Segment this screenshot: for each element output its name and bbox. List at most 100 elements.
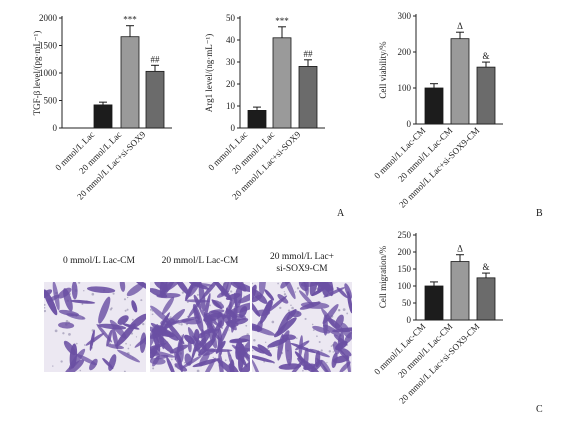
migrated-cell [237, 290, 250, 304]
migrated-cell [309, 282, 319, 296]
membrane-pore [126, 296, 129, 299]
micrograph-lac [150, 282, 250, 372]
membrane-pore [243, 295, 245, 297]
migrated-cell [206, 320, 218, 349]
migrated-cell [198, 338, 216, 356]
migrated-cell [70, 299, 96, 304]
membrane-pore [230, 290, 233, 293]
migrated-cell [63, 288, 73, 312]
migrated-cell [347, 291, 352, 314]
membrane-pore [150, 308, 152, 311]
membrane-pore [131, 318, 134, 321]
y-tick-label: 0 [407, 315, 412, 325]
migrated-cell [107, 344, 125, 350]
membrane-pore [52, 365, 54, 367]
membrane-pore [79, 369, 82, 372]
membrane-pore [60, 360, 63, 363]
migrated-cell [187, 298, 202, 319]
migrated-cell [303, 282, 309, 296]
membrane-pore [291, 306, 294, 310]
y-tick-label: 300 [398, 11, 412, 21]
membrane-pore [123, 370, 126, 372]
y-tick-label: 100 [398, 281, 412, 291]
significance-label: Δ [457, 244, 463, 254]
membrane-pore [338, 309, 341, 311]
migrated-cell [71, 282, 78, 300]
migrated-cell [150, 342, 167, 353]
migrated-cell [290, 342, 316, 354]
migrated-cell [303, 363, 316, 371]
migrated-cell [274, 317, 297, 338]
significance-label: *** [275, 16, 289, 26]
migrated-cell [44, 289, 58, 316]
migrated-cell [265, 295, 288, 314]
micrograph-lac-si-sox9 [252, 282, 352, 372]
membrane-pore [44, 309, 47, 313]
membrane-pore [311, 323, 314, 326]
migrated-cell [131, 300, 138, 313]
migrated-cell [208, 310, 222, 318]
migrated-cell [252, 345, 266, 354]
migrated-cell [321, 282, 329, 297]
bar [424, 87, 444, 125]
migrated-cell [150, 346, 158, 360]
membrane-pore [127, 347, 130, 350]
micrograph-lac-si-sox9-svg [252, 282, 352, 372]
y-axis-label: Cell viability/% [378, 41, 388, 99]
bar [247, 110, 267, 129]
y-tick-label: 20 [226, 79, 236, 89]
migrated-cell [257, 344, 272, 357]
significance-label: ## [304, 49, 314, 59]
cell-group [252, 282, 352, 372]
y-tick-label: 150 [398, 264, 412, 274]
migrated-cell [187, 327, 201, 354]
micrograph-lac-svg [150, 282, 250, 372]
membrane-pore [152, 367, 155, 370]
migrated-cell [252, 359, 263, 372]
membrane-pore [180, 323, 183, 326]
migrated-cell [218, 352, 224, 372]
migrated-cell [211, 299, 222, 310]
bar [298, 66, 318, 129]
membrane-pore [312, 329, 315, 332]
membrane-pore [283, 293, 287, 296]
bar [93, 104, 113, 129]
migrated-cell [180, 355, 203, 369]
membrane-pore [44, 306, 46, 309]
migrated-cell [321, 359, 332, 372]
image-title-1: 0 mmol/L Lac-CM [63, 256, 135, 266]
membrane-pore [151, 313, 154, 316]
migrated-cell [89, 358, 98, 371]
migrated-cell [252, 294, 263, 303]
migrated-cell [321, 308, 337, 330]
membrane-pore [253, 339, 256, 342]
membrane-pore [224, 359, 227, 362]
migrated-cell [159, 282, 168, 298]
migrated-cell [96, 323, 113, 343]
membrane-pore [332, 351, 334, 353]
y-tick-label: 50 [226, 13, 236, 23]
migrated-cell [285, 336, 293, 366]
y-tick-label: 30 [226, 57, 236, 67]
membrane-pore [265, 341, 267, 344]
migrated-cell [212, 282, 233, 301]
migrated-cell [166, 356, 176, 372]
membrane-pore [81, 303, 84, 305]
y-tick-label: 1000 [39, 68, 58, 78]
significance-label: & [482, 262, 489, 272]
membrane-pore [142, 322, 145, 326]
membrane-pore [112, 292, 115, 295]
migrated-cell [155, 354, 169, 360]
migrated-cell [150, 357, 166, 365]
migrated-cell [202, 357, 216, 372]
y-tick-label: 0 [53, 123, 58, 133]
significance-label: & [482, 51, 489, 61]
membrane-pore [233, 306, 235, 308]
migrated-cell [228, 363, 240, 372]
y-tick-label: 250 [398, 230, 412, 240]
significance-label: Δ [457, 21, 463, 31]
membrane-pore [316, 335, 318, 338]
